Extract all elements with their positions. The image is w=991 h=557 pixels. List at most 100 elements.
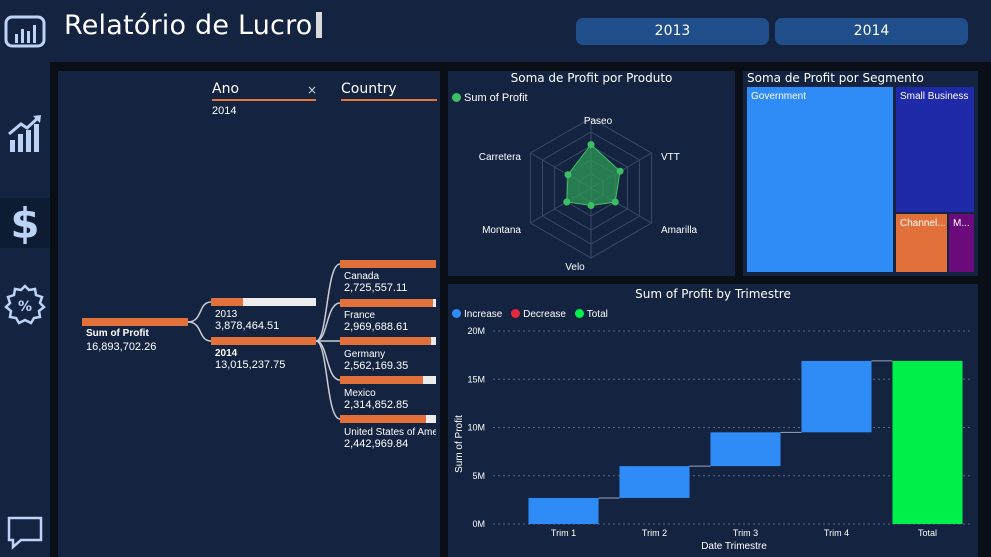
x-tick-label: Trim 1 bbox=[551, 528, 576, 538]
y-tick-label: 10M bbox=[467, 423, 485, 433]
legend-dot bbox=[452, 93, 461, 102]
radar-chart: Paseo VTT Amarilla Velo Montana Carreter… bbox=[479, 116, 698, 273]
treemap-cell-channel[interactable]: Channel... bbox=[895, 213, 948, 273]
x-tick-label: Total bbox=[918, 528, 937, 538]
legend-label: Total bbox=[586, 309, 608, 320]
year-2014-button[interactable]: 2014 bbox=[775, 18, 968, 45]
treemap-panel: Soma de Profit por Segmento Government S… bbox=[743, 71, 978, 276]
growth-chart-icon bbox=[8, 115, 41, 152]
x-tick-label: Trim 3 bbox=[733, 528, 758, 538]
country-bar-fill bbox=[340, 260, 436, 268]
nav-item-growth[interactable] bbox=[0, 108, 50, 158]
country-value: 2,562,169.35 bbox=[344, 360, 409, 372]
page-title: Relatório de Lucro bbox=[64, 10, 322, 41]
root-label: Sum of Profit bbox=[86, 328, 149, 339]
close-icon[interactable]: × bbox=[307, 83, 318, 97]
country-label: Germany bbox=[344, 349, 386, 360]
waterfall-bar[interactable] bbox=[528, 497, 599, 524]
treemap-cell-small-business[interactable]: Small Business bbox=[895, 86, 975, 213]
legend-dot bbox=[511, 309, 521, 318]
legend-dot bbox=[452, 309, 461, 318]
waterfall-legend: Increase Decrease Total bbox=[452, 309, 608, 320]
country-bar-mexico[interactable] bbox=[340, 376, 436, 384]
year-2014-bar[interactable] bbox=[211, 337, 316, 345]
country-value: 2,314,852.85 bbox=[344, 399, 409, 411]
radar-label: Paseo bbox=[584, 116, 613, 127]
y-tick-label: 20M bbox=[467, 326, 485, 336]
treemap-cell-midmarket[interactable]: M... bbox=[948, 213, 975, 273]
x-tick-label: Trim 4 bbox=[824, 528, 849, 538]
dollar-icon: $ bbox=[10, 198, 40, 248]
radar-chart-panel: Soma de Profit por Produto Sum of Profit… bbox=[448, 71, 735, 276]
radar-label: Amarilla bbox=[661, 225, 698, 236]
country-label: United States of Ameri bbox=[344, 427, 436, 438]
country-bar-fill bbox=[340, 337, 432, 345]
year-2014-label: 2014 bbox=[215, 348, 238, 359]
x-axis-label: Date Trimestre bbox=[701, 541, 767, 552]
radar-label: VTT bbox=[661, 152, 680, 163]
radar-point[interactable] bbox=[616, 167, 624, 175]
ano-header-underline bbox=[212, 99, 316, 101]
country-bar-germany[interactable] bbox=[340, 337, 436, 345]
legend-label: Increase bbox=[464, 309, 503, 320]
legend-label: Decrease bbox=[523, 309, 566, 320]
radar-legend-label: Sum of Profit bbox=[464, 92, 528, 104]
year-2014-bar-fill bbox=[211, 337, 316, 345]
y-tick-label: 15M bbox=[467, 374, 485, 384]
waterfall-title: Sum of Profit by Trimestre bbox=[635, 287, 791, 301]
report-logo-icon bbox=[4, 15, 46, 48]
ano-selected-value: 2014 bbox=[212, 105, 237, 117]
radar-point[interactable] bbox=[611, 198, 619, 206]
year-2013-bar[interactable] bbox=[211, 298, 316, 306]
radar-area bbox=[566, 143, 621, 207]
country-label: Mexico bbox=[344, 388, 376, 399]
waterfall-chart-panel: Sum of Profit by Trimestre Increase Decr… bbox=[448, 284, 978, 557]
country-header-underline bbox=[341, 99, 437, 101]
country-label: France bbox=[344, 310, 376, 321]
year-2013-button[interactable]: 2013 bbox=[576, 18, 769, 45]
country-header: Country bbox=[341, 81, 397, 97]
radar-label: Carretera bbox=[479, 152, 522, 163]
waterfall-chart: Sum of Profit Date Trimestre 0M 5M 10M 15M 2… bbox=[454, 326, 973, 552]
decomposition-tree-panel: Ano × 2014 Country Sum of Profit 16,893,… bbox=[58, 71, 440, 557]
year-2013-bar-fill bbox=[211, 298, 243, 306]
radar-legend: Sum of Profit bbox=[452, 92, 528, 104]
text-cursor bbox=[315, 12, 322, 38]
radar-label: Velo bbox=[565, 262, 585, 273]
year-2013-value: 3,878,464.51 bbox=[215, 320, 280, 332]
country-bar-canada[interactable] bbox=[340, 260, 436, 268]
nav-item-chat[interactable] bbox=[0, 507, 50, 557]
root-bar[interactable] bbox=[82, 318, 188, 326]
waterfall-bar[interactable] bbox=[892, 360, 963, 524]
nav-item-profit[interactable]: $ bbox=[0, 198, 50, 248]
y-tick-label: 5M bbox=[472, 471, 485, 481]
radar-title: Soma de Profit por Produto bbox=[510, 71, 673, 85]
root-value: 16,893,702.26 bbox=[86, 341, 157, 353]
waterfall-bar[interactable] bbox=[801, 360, 872, 433]
treemap-cell-government[interactable]: Government bbox=[746, 86, 894, 273]
radar-point[interactable] bbox=[563, 198, 571, 206]
radar-point[interactable] bbox=[587, 202, 595, 209]
country-value: 2,969,688.61 bbox=[344, 321, 409, 333]
y-tick-label: 0M bbox=[472, 519, 485, 529]
radar-point[interactable] bbox=[587, 141, 595, 149]
legend-dot bbox=[574, 309, 584, 318]
y-axis-label: Sum of Profit bbox=[454, 415, 465, 473]
country-bar-fill bbox=[340, 415, 427, 423]
country-bar-france[interactable] bbox=[340, 299, 436, 307]
radar-point[interactable] bbox=[564, 171, 572, 179]
treemap-title: Soma de Profit por Segmento bbox=[747, 71, 924, 85]
country-bar-fill bbox=[340, 376, 423, 384]
x-tick-label: Trim 2 bbox=[642, 528, 667, 538]
year-2013-label: 2013 bbox=[215, 309, 238, 320]
header-bar: Relatório de Lucro 2013 2014 bbox=[0, 0, 991, 60]
country-value: 2,725,557.11 bbox=[344, 282, 408, 294]
nav-item-discount[interactable]: % bbox=[0, 280, 50, 330]
waterfall-bar[interactable] bbox=[710, 432, 781, 467]
side-nav: $ % bbox=[0, 62, 50, 557]
waterfall-bar[interactable] bbox=[619, 466, 690, 498]
country-bar-usa[interactable] bbox=[340, 415, 436, 423]
chat-icon bbox=[7, 516, 43, 550]
country-bar-fill bbox=[340, 299, 434, 307]
